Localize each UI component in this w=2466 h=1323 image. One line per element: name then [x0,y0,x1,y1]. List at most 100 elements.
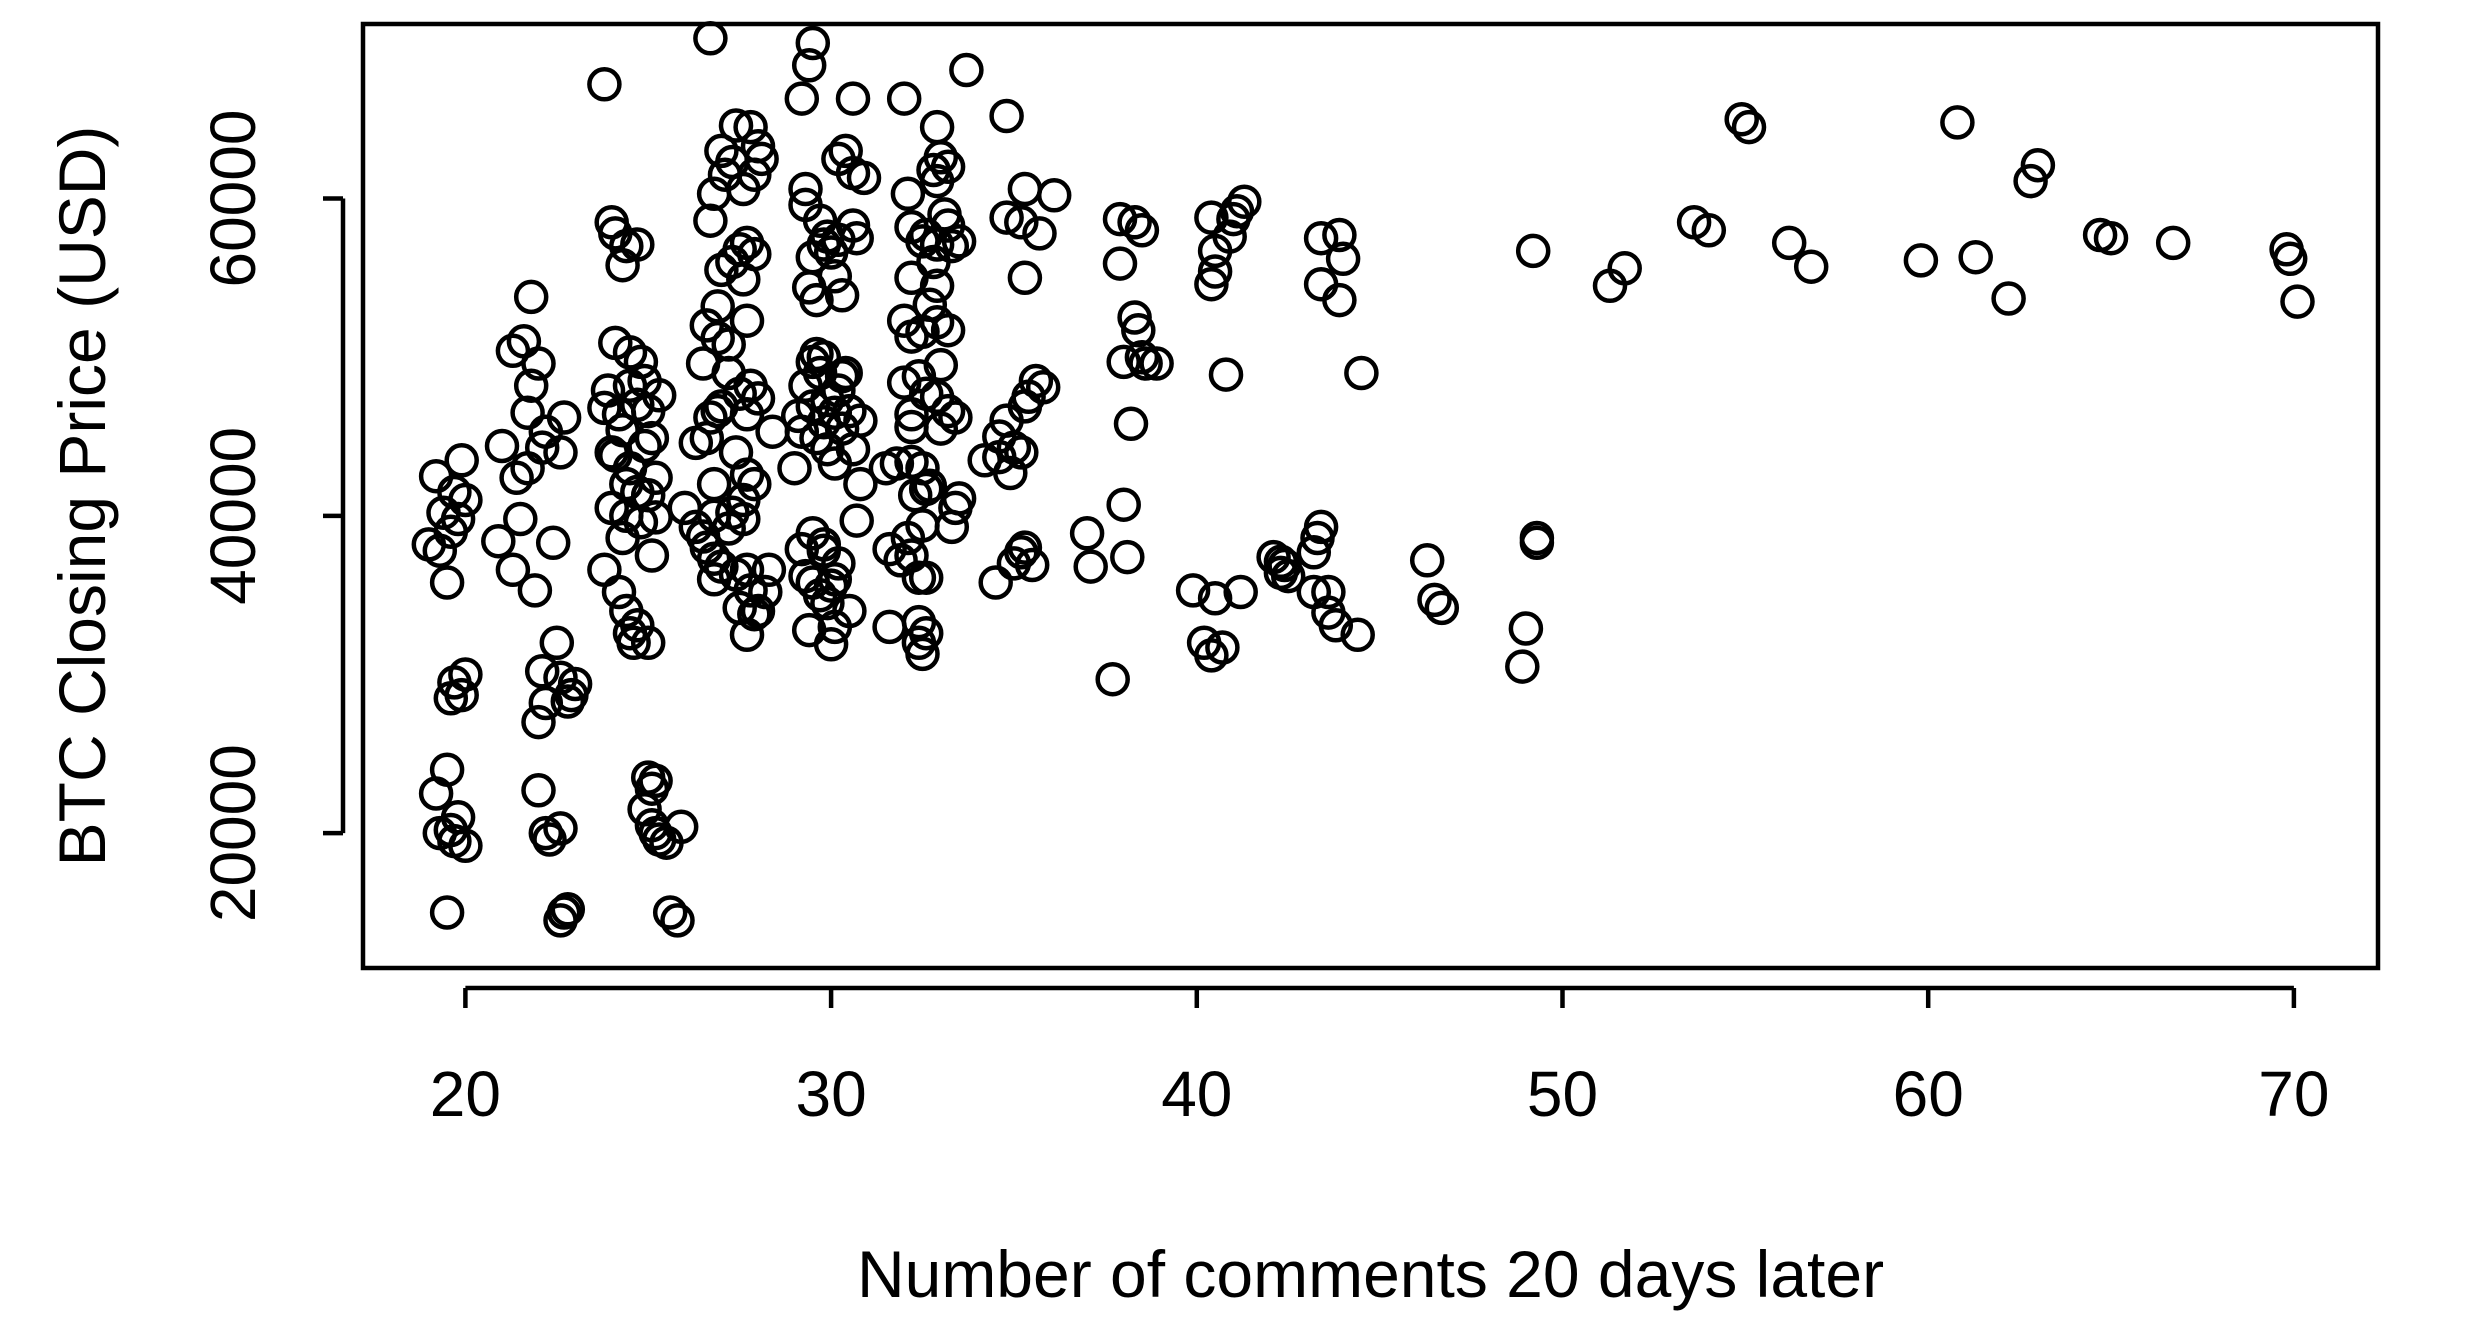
data-point [839,220,874,256]
data-point [550,684,586,719]
data-point [524,430,560,465]
data-point [1117,205,1152,240]
data-point [627,428,662,464]
data-point [696,562,732,597]
data-point [828,133,863,169]
data-point [550,892,586,927]
data-point [444,443,479,478]
data-point [1515,233,1551,269]
y-axis: 20000 40000 60000 [197,110,346,922]
data-point [693,203,728,238]
data-point [437,665,472,700]
data-point [433,514,469,549]
data-point [908,560,944,595]
data-point [927,197,962,232]
data-point [1223,574,1258,610]
y-axis-title: BTC Closing Price (USD) [45,126,119,867]
data-point [1018,363,1054,399]
data-point [1322,282,1357,318]
data-point [1004,435,1039,470]
data-point [634,420,670,456]
data-point [802,355,838,391]
data-point [938,490,973,526]
data-point [1322,217,1357,253]
data-point [934,509,970,545]
data-point [886,81,922,116]
data-point [1771,225,1807,261]
data-point [539,625,575,661]
data-point [1208,357,1244,392]
x-tick-label: 60 [1893,1058,1964,1130]
data-point [1409,543,1445,578]
data-point [2013,163,2048,199]
data-point [535,525,571,561]
data-point [1069,516,1105,551]
data-point [912,287,948,323]
data-point [1318,608,1354,643]
x-tick-label: 40 [1161,1058,1232,1130]
data-point [989,98,1024,134]
data-point [2280,284,2315,319]
data-point [828,355,863,391]
data-point [726,501,761,537]
data-point [795,516,831,551]
data-point [908,615,944,651]
data-point [587,67,622,102]
data-point [879,446,915,481]
data-point [429,752,465,787]
data-point [1106,487,1141,522]
data-point [1113,406,1149,442]
data-point [1340,617,1375,653]
data-point [1194,200,1229,235]
data-point [726,171,761,207]
data-point [824,278,860,313]
data-point [638,763,673,799]
x-tick-label: 50 [1527,1058,1598,1130]
data-point [886,303,922,338]
y-tick-label: 20000 [197,744,269,922]
data-point [843,466,878,502]
data-point [949,52,984,88]
data-point [620,608,655,643]
data-point [693,400,728,435]
data-point [824,411,860,446]
data-point [422,533,458,568]
data-point [1227,184,1262,219]
data-point [729,303,765,338]
data-point [821,546,856,581]
data-point [832,393,867,429]
data-point [795,25,831,61]
data-point [2155,225,2191,261]
data-point [726,262,761,297]
data-point [821,373,856,408]
data-point [1325,241,1361,277]
data-point [2093,220,2129,256]
data-point [740,381,776,416]
data-point [718,108,754,143]
data-point [638,460,673,496]
data-point [824,358,860,394]
data-point [1102,246,1138,281]
data-point [890,176,926,212]
data-point [978,565,1013,600]
data-point [1303,509,1339,545]
data-point [2020,147,2056,183]
data-point [784,81,820,116]
data-point [839,503,874,538]
data-point [894,319,929,354]
data-point [1007,260,1043,296]
data-point [919,163,955,199]
data-point [528,685,564,721]
data-point [663,809,699,845]
data-point [1022,216,1057,251]
data-point [1117,300,1152,335]
data-point [1731,109,1767,145]
data-point [484,428,520,464]
data-point [543,811,578,846]
plot-frame [360,21,2381,971]
data-point [843,403,878,438]
data-point [499,460,534,496]
data-point [630,625,666,661]
data-point [1417,582,1452,618]
data-point [638,815,673,851]
